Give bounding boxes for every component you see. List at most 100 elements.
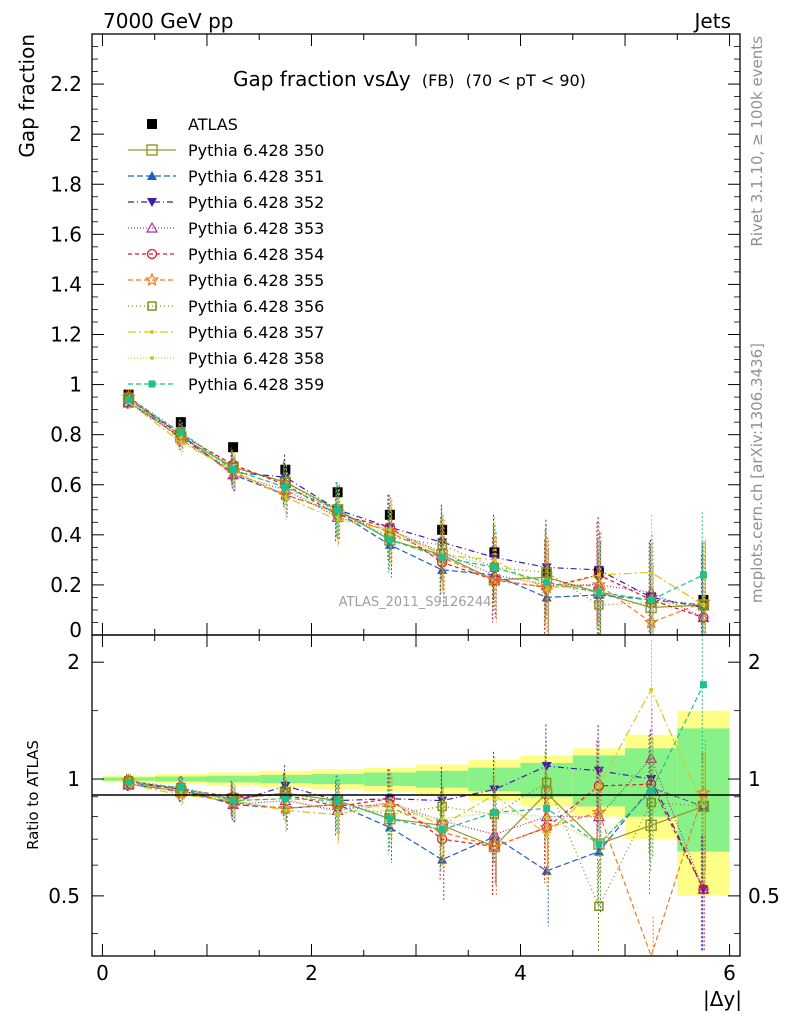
- legend-label: Pythia 6.428 359: [188, 375, 324, 394]
- main-panel: 0 0.2 0.4 0.6 0.8 1 1.2 1.4 1.6 1.8 2 2.2 Gap fract…: [50, 33, 741, 642]
- uncertainty-band-green: [416, 770, 469, 788]
- data-point-s359: [386, 536, 394, 544]
- legend-label: Pythia 6.428 356: [188, 297, 324, 316]
- legend-marker-s353: [145, 221, 159, 233]
- uncertainty-band-green: [468, 767, 521, 792]
- data-point-s359: [229, 466, 237, 474]
- legend-marker-s352: [147, 198, 157, 207]
- ratio-point-s359: [647, 787, 655, 795]
- ratio-series-s359: [125, 635, 707, 907]
- y-tick-label: 0.2: [50, 573, 82, 597]
- legend-item-s350: Pythia 6.428 350: [128, 141, 324, 160]
- ratio-y-tick-label: 0.5: [48, 884, 80, 908]
- legend-item-s355: Pythia 6.428 355: [128, 271, 324, 290]
- ratio-point-s359: [699, 681, 707, 689]
- legend-item-s352: Pythia 6.428 352: [128, 193, 324, 212]
- data-point-ATLAS: [489, 547, 500, 558]
- ratio-point-s356: [594, 901, 604, 912]
- ratio-point-s359: [125, 778, 133, 786]
- legend-item-ATLAS: ATLAS: [147, 115, 238, 134]
- legend-item-s358: Pythia 6.428 358: [128, 349, 324, 368]
- series-line-s351: [128, 399, 704, 606]
- data-point-s356: [594, 600, 604, 610]
- data-point-s356: [489, 562, 500, 573]
- legend-marker-s354: [146, 248, 158, 260]
- ratio-line-s351: [128, 781, 704, 872]
- ratio-point-s359: [386, 815, 394, 823]
- data-point-s359: [543, 578, 551, 586]
- ratio-point-s351: [593, 846, 604, 856]
- ratio-line-s355: [128, 780, 704, 958]
- legend-item-s354: Pythia 6.428 354: [128, 245, 324, 264]
- data-point-s359: [647, 596, 655, 604]
- series-s359: [125, 392, 707, 635]
- legend-label: Pythia 6.428 355: [188, 271, 324, 290]
- ratio-point-s359: [543, 804, 551, 812]
- legend-item-s359: Pythia 6.428 359: [128, 375, 324, 394]
- y-tick-label: 0.6: [50, 473, 82, 497]
- series-line-s358: [128, 401, 704, 606]
- x-tick-label: 0: [96, 961, 109, 985]
- legend-marker-s357: [150, 330, 154, 334]
- series-line-s359: [128, 399, 704, 601]
- series-ATLAS: [123, 389, 709, 605]
- series-line-s350: [128, 401, 704, 609]
- legend-item-s356: Pythia 6.428 356: [128, 297, 324, 316]
- ratio-point-s359: [490, 808, 498, 816]
- uncertainty-band-green: [154, 776, 207, 782]
- ratio-point-s356: [541, 777, 552, 788]
- uncertainty-band-green: [311, 774, 364, 785]
- legend-marker-s350: [146, 144, 158, 156]
- data-point-s351: [384, 539, 395, 549]
- ratio-point-s359: [334, 797, 342, 805]
- legend: ATLAS Pythia 6.428 350 Pythia 6.428 351 Pyt…: [128, 115, 324, 394]
- ratio-point-s359: [229, 797, 237, 805]
- ratio-point-s359: [177, 784, 185, 792]
- ratio-point-s355: [591, 804, 607, 819]
- y-tick-label: 0.4: [50, 523, 82, 547]
- chart-title-suffix: (FB): [422, 71, 455, 90]
- data-point-s356: [541, 567, 552, 578]
- header-left: 7000 GeV pp: [103, 9, 234, 33]
- y-tick-label: 2.2: [50, 72, 82, 96]
- ratio-point-s357: [649, 687, 654, 692]
- ratio-point-s354: [698, 884, 709, 895]
- data-point-ATLAS: [280, 464, 291, 475]
- ratio-line-s353: [128, 757, 704, 890]
- ratio-y-tick-label: 2: [67, 650, 80, 674]
- ratio-y-tick-label-right: 1: [748, 767, 761, 791]
- series-line-s355: [128, 396, 704, 624]
- ratio-point-s355: [696, 785, 711, 800]
- x-axis-label: |Δy|: [703, 987, 742, 1011]
- ratio-point-s359: [281, 795, 289, 803]
- x-tick-label: 2: [305, 961, 318, 985]
- chart-title-range: (70 < pT < 90): [466, 71, 586, 90]
- legend-item-s351: Pythia 6.428 351: [128, 167, 324, 186]
- ratio-line-s350: [128, 783, 704, 848]
- x-tick-label: 4: [514, 961, 527, 985]
- header-right: Jets: [693, 9, 731, 33]
- ratio-point-s352: [698, 885, 709, 895]
- rivet-version-label: Rivet 3.1.10, ≥ 100k events: [748, 36, 766, 247]
- ratio-point-s357: [596, 783, 601, 788]
- data-point-s359: [334, 506, 342, 514]
- ratio-line-s359: [128, 684, 704, 845]
- x-tick-label: 6: [723, 961, 736, 985]
- data-point-s359: [438, 553, 446, 561]
- data-point-s359: [281, 483, 289, 491]
- ratio-panel: 0.5 0.5 1 1 2 2 0 2 4 6 |Δy|: [48, 634, 780, 1011]
- uncertainty-band-green: [206, 775, 260, 783]
- legend-marker-s358: [150, 356, 154, 360]
- data-point-s359: [699, 571, 707, 579]
- legend-label: ATLAS: [188, 115, 238, 134]
- y-tick-label: 1.4: [50, 272, 82, 296]
- y-tick-label: 0: [69, 618, 82, 642]
- y-tick-label: 1.6: [50, 222, 82, 246]
- data-point-s359: [595, 588, 603, 596]
- data-point-ATLAS: [228, 442, 239, 453]
- legend-label: Pythia 6.428 353: [188, 219, 324, 238]
- series-line-s356: [128, 396, 704, 606]
- data-point-s359: [177, 428, 185, 436]
- ratio-y-tick-label-right: 0.5: [748, 884, 780, 908]
- ratio-line-s354: [128, 780, 704, 890]
